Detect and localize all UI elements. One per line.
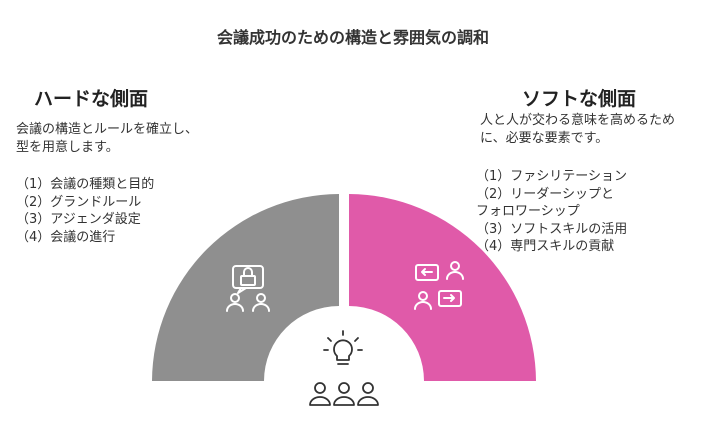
list-item: （4）会議の進行 <box>16 229 116 245</box>
soft-side-heading: ソフトな側面 <box>522 88 637 110</box>
soft-side-description: 人と人が交わる意味を高めるために、必要な要素です。 <box>480 113 676 146</box>
list-item: フォロワーシップ <box>476 204 580 219</box>
list-item: （1）会議の種類と目的 <box>16 177 155 192</box>
people-group-icon <box>309 382 379 406</box>
lightbulb-icon <box>323 330 363 365</box>
list-item: （2）リーダーシップと <box>476 186 615 202</box>
hard-side-description: 会議の構造とルールを確立し、型を用意します。 <box>16 122 199 155</box>
list-item: （3）ソフトスキルの活用 <box>476 221 628 237</box>
diagram-title: 会議成功のための構造と雰囲気の調和 <box>216 28 489 47</box>
list-item: （4）専門スキルの貢献 <box>476 239 615 254</box>
lock-chat-people-icon <box>226 265 270 312</box>
list-item: （3）アジェンダ設定 <box>16 212 141 227</box>
soft-side-sector <box>349 194 536 381</box>
exchange-people-icon <box>414 261 464 310</box>
hard-side-heading: ハードな側面 <box>34 88 149 110</box>
list-item: （2）グランドルール <box>16 194 142 210</box>
hard-side-list: （1）会議の種類と目的 （2）グランドルール （3）アジェンダ設定 （4）会議の… <box>16 176 216 246</box>
soft-side-list: （1）ファシリテーション （2）リーダーシップと フォロワーシップ （3）ソフト… <box>476 168 701 256</box>
list-item: （1）ファシリテーション <box>476 169 628 184</box>
